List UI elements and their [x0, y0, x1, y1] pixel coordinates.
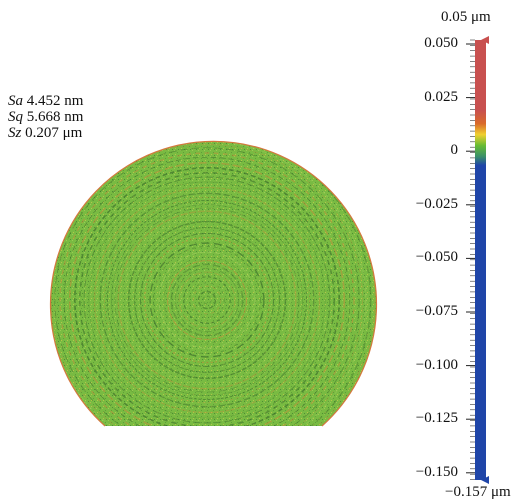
colorbar-tick-label: −0.100 — [415, 356, 458, 373]
surface-ring — [170, 263, 244, 337]
surface-ring — [117, 210, 297, 390]
colorbar-tick-label: −0.050 — [415, 249, 458, 266]
stat-sq-value: 5.668 nm — [26, 109, 84, 125]
disc-group — [50, 141, 377, 426]
colorbar-tick-label: −0.150 — [415, 463, 458, 480]
surface-ring — [197, 290, 217, 310]
surface-ring — [51, 144, 363, 426]
surface-ring — [152, 245, 262, 355]
surface-ring — [83, 176, 331, 424]
surface-ring — [178, 271, 236, 329]
surface-ring — [59, 152, 355, 426]
colorbar-tick-label: 0 — [450, 142, 459, 159]
surface-ring — [202, 295, 212, 305]
surface-ring — [163, 256, 251, 344]
stat-sq-symbol: Sq — [8, 109, 23, 125]
roughness-parameters: Sa 4.452 nm Sq 5.668 nm Sz 0.207 μm — [8, 93, 83, 141]
surface-ring — [50, 141, 372, 426]
stat-sz-value: 0.207 μm — [25, 125, 83, 141]
surface-ring — [149, 242, 265, 358]
surface-ring — [174, 267, 240, 333]
surface-ring — [122, 215, 292, 385]
stat-sq: Sq 5.668 nm — [8, 109, 83, 125]
surface-ring — [134, 227, 280, 373]
surface-ring — [74, 167, 340, 426]
surface-ring — [93, 186, 321, 414]
colorbar-min-label: −0.157 μm — [445, 484, 511, 500]
stat-sa-value: 4.452 nm — [26, 93, 84, 109]
surface-ring — [158, 251, 256, 349]
stat-sz-symbol: Sz — [8, 125, 22, 141]
concentric-rings — [50, 141, 376, 426]
surface-ring — [107, 200, 307, 400]
surface-ring — [192, 285, 222, 315]
colorbar-tick-label: −0.125 — [415, 410, 458, 427]
surface-ring — [50, 141, 376, 426]
colorbar-tick-label: −0.025 — [415, 195, 458, 212]
surface-ring — [68, 161, 346, 426]
surface-ring — [167, 260, 247, 340]
colorbar-tick-label: 0.025 — [424, 88, 458, 105]
surface-ring — [140, 233, 274, 367]
surface-ring — [88, 181, 326, 419]
surface-ring — [183, 276, 231, 324]
disc-edge — [49, 140, 378, 427]
surface-ring — [50, 141, 367, 426]
colorbar-tick-label: 0.050 — [424, 35, 458, 51]
surface-ring — [99, 192, 315, 408]
surface-ring — [63, 156, 351, 426]
colorbar-tick-label: −0.075 — [415, 303, 458, 319]
surface-ring — [54, 147, 360, 426]
stat-sa: Sa 4.452 nm — [8, 93, 83, 109]
surface-ring — [143, 236, 271, 364]
stat-sz: Sz 0.207 μm — [8, 125, 83, 141]
colorbar-max-label: 0.05 μm — [441, 9, 491, 25]
stat-sa-symbol: Sa — [8, 93, 23, 109]
surface-ring — [104, 197, 310, 403]
surface-ring — [189, 282, 225, 318]
surface-ring — [127, 220, 287, 380]
surface-ring — [111, 204, 303, 396]
disc-base — [50, 141, 377, 426]
surface-ring — [114, 207, 300, 393]
surface-ring — [79, 172, 335, 426]
